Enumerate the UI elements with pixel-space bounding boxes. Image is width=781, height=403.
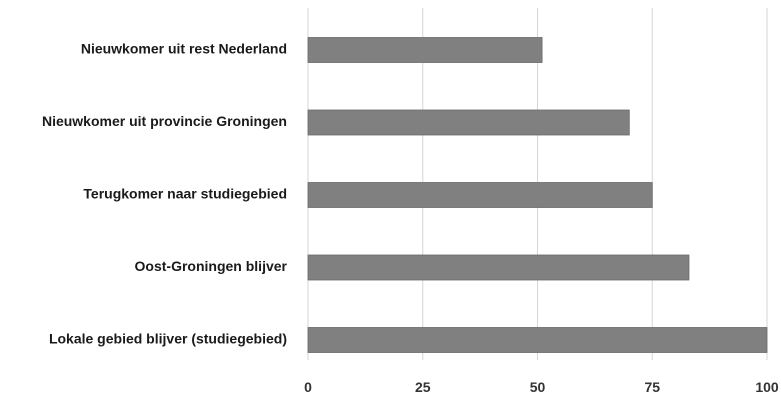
bar-4 [307,254,690,281]
bar-5 [307,327,768,353]
bar-3 [307,182,653,208]
category-label-2: Nieuwkomer uit provincie Groningen [42,113,287,129]
category-labels: Nieuwkomer uit rest Nederland Nieuwkomer … [42,41,288,347]
x-tick-label-100: 100 [755,379,779,395]
category-label-5: Lokale gebied blijver (studiegebied) [49,331,287,347]
category-label-1: Nieuwkomer uit rest Nederland [81,41,287,57]
category-label-4: Oost-Groningen blijver [135,258,288,274]
x-tick-label-75: 75 [644,379,660,395]
x-tick-label-50: 50 [530,379,546,395]
x-tick-label-25: 25 [415,379,431,395]
bars [307,37,768,353]
x-tick-label-0: 0 [304,379,312,395]
bar-1 [307,37,543,63]
x-axis-tick-labels: 0 25 50 75 100 [304,379,779,395]
bar-2 [307,109,630,136]
category-label-3: Terugkomer naar studiegebied [83,186,287,202]
